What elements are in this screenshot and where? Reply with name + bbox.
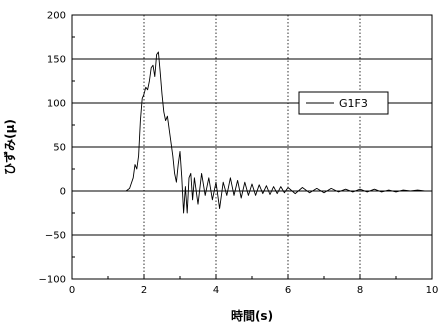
x-tick-label: 0 [69,285,75,296]
y-tick-label: 0 [60,187,66,198]
y-tick-label: −100 [39,275,66,286]
y-axis-label: ひずみ(μ) [2,119,17,175]
legend-box [298,91,389,115]
x-tick-label: 10 [426,285,439,296]
legend: G1F3 [298,91,389,115]
y-tick-label: 100 [47,99,66,110]
tick-labels: 0 2 4 6 8 10 −100 −50 0 50 100 150 200 [39,11,439,297]
x-tick-label: 4 [213,285,219,296]
y-tick-label: −50 [45,231,66,242]
y-tick-label: 150 [47,55,66,66]
ticks [71,14,433,280]
y-tick-label: 50 [53,143,66,154]
x-tick-label: 8 [357,285,363,296]
x-axis-label: 時間(s) [231,308,273,323]
series-line-g1f3 [72,51,432,214]
grid [72,15,432,279]
x-tick-label: 2 [141,285,147,296]
x-tick-label: 6 [285,285,291,296]
y-tick-label: 200 [47,11,66,22]
series-layer [72,51,432,214]
legend-label-g1f3: G1F3 [339,97,368,110]
